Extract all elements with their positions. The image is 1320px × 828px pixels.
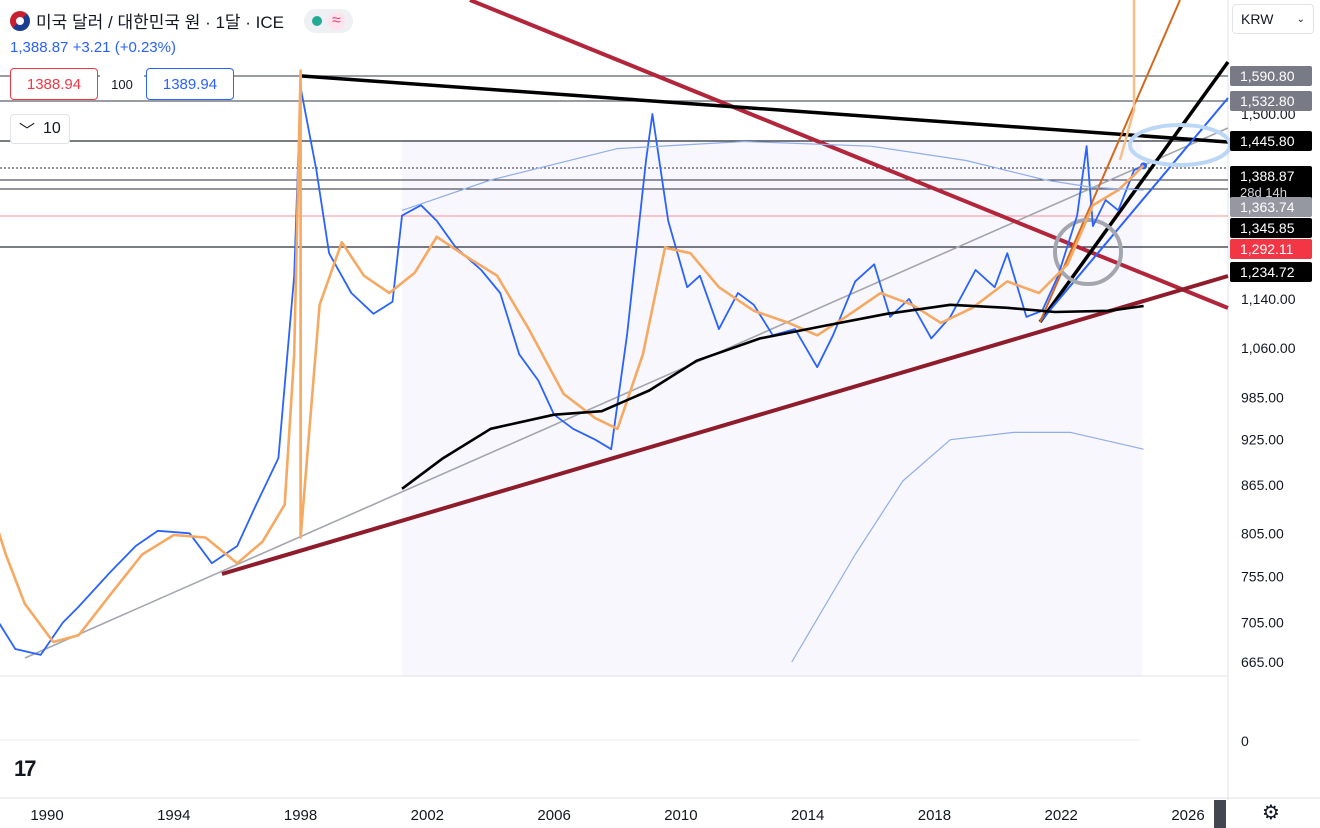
us-kr-flag-icon — [10, 10, 30, 31]
ma-line-black[interactable] — [401, 303, 1144, 490]
y-tick-label: 985.00 — [1241, 389, 1284, 405]
price-line[interactable] — [0, 86, 1144, 656]
countdown-label: 28d 14h — [1240, 185, 1287, 200]
price-tag-label: 1,590.80 — [1240, 68, 1295, 84]
price-tag-label: 1,363.74 — [1240, 199, 1295, 215]
last-price: 1,388.87 — [10, 39, 69, 56]
tradingview-logo-icon: 17 — [14, 756, 37, 781]
x-tick-label: 1990 — [30, 807, 63, 824]
bollinger-lower-line[interactable] — [791, 431, 1144, 663]
y-tick-label: 705.00 — [1241, 615, 1284, 631]
price-tag-bg — [1230, 218, 1312, 238]
market-status-pill[interactable]: ≈ — [304, 8, 353, 33]
price-tag[interactable]: 1,345.85 — [1230, 218, 1312, 238]
volume-axis-label: 0 — [1241, 733, 1249, 749]
price-tag-bg — [1230, 131, 1312, 151]
x-tick-label: 2010 — [664, 807, 697, 824]
price-quote: 1,388.87 +3.21 (+0.23%) — [10, 39, 176, 56]
trendline-black-resistance[interactable] — [301, 74, 1229, 144]
x-tick-label: 2026 — [1171, 807, 1204, 824]
price-tag[interactable]: 1,234.72 — [1230, 262, 1312, 282]
market-open-dot-icon — [312, 15, 323, 26]
sell-button[interactable]: 1388.94 — [10, 68, 98, 100]
x-tick-label: 2002 — [411, 807, 444, 824]
trendline-blue-up[interactable] — [1039, 97, 1229, 323]
quantity-field[interactable]: 100 — [100, 68, 144, 100]
y-tick-label: 865.00 — [1241, 477, 1284, 493]
price-change: +3.21 — [72, 39, 111, 56]
x-tick-label: 2006 — [537, 807, 570, 824]
y-tick-label: 665.00 — [1241, 654, 1284, 670]
price-tag-label: 1,445.80 — [1240, 133, 1295, 149]
price-tag-bg — [1230, 91, 1312, 111]
trendline-red-support[interactable] — [221, 274, 1229, 576]
price-tag-bg — [1230, 197, 1312, 217]
bollinger-upper-line[interactable] — [401, 140, 1144, 211]
price-tag[interactable]: 1,363.74 — [1230, 197, 1312, 217]
approx-wave-icon: ≈ — [328, 11, 345, 30]
indicator-count: 10 — [43, 120, 61, 137]
y-tick-label: 755.00 — [1241, 568, 1284, 584]
price-change-pct: (+0.23%) — [114, 39, 176, 56]
price-tag[interactable]: 1,292.11 — [1230, 239, 1312, 259]
price-tag[interactable]: 1,590.80 — [1230, 66, 1312, 86]
scroll-handle[interactable] — [1214, 800, 1226, 828]
trendline-gray[interactable] — [24, 127, 1229, 659]
price-tag-bg — [1230, 262, 1312, 282]
y-tick-label: 1,140.00 — [1241, 291, 1296, 307]
price-tag[interactable]: 1,445.80 — [1230, 131, 1312, 151]
price-tag-bg — [1230, 166, 1312, 202]
price-tag-bg — [1230, 66, 1312, 86]
x-tick-label: 2014 — [791, 807, 824, 824]
symbol-header: 미국 달러 / 대한민국 원 · 1달 · ICE ≈ — [10, 8, 353, 33]
price-tag-label: 1,388.87 — [1240, 168, 1295, 184]
indicators-toggle[interactable]: ﹀ 10 — [10, 114, 70, 144]
price-tag-label: 1,292.11 — [1240, 241, 1294, 257]
gear-icon[interactable]: ⚙ — [1262, 802, 1280, 824]
currency-select[interactable]: KRW ⌄ — [1232, 4, 1314, 34]
price-tag-label: 1,345.85 — [1240, 220, 1295, 236]
price-tag-label: 1,234.72 — [1240, 264, 1295, 280]
ma-line-orange[interactable] — [0, 69, 1145, 644]
highlight-circle[interactable] — [1053, 218, 1123, 286]
y-tick-label: 805.00 — [1241, 525, 1284, 541]
y-tick-label: 925.00 — [1241, 432, 1284, 448]
fib-vertical-line — [1118, 0, 1136, 161]
y-tick-label: 1,060.00 — [1241, 340, 1296, 356]
x-tick-label: 1998 — [284, 807, 317, 824]
price-tag-label: 1,532.80 — [1240, 93, 1295, 109]
trendline-red-down[interactable] — [469, 0, 1229, 310]
symbol-title[interactable]: 미국 달러 / 대한민국 원 · 1달 · ICE — [36, 13, 285, 32]
x-tick-label: 1994 — [157, 807, 190, 824]
price-tag-bg — [1230, 239, 1312, 259]
chevron-down-icon: ﹀ — [19, 123, 36, 140]
x-tick-label: 2022 — [1045, 807, 1078, 824]
price-tag[interactable]: 1,532.80 — [1230, 91, 1312, 111]
buy-button[interactable]: 1389.94 — [146, 68, 234, 100]
x-tick-label: 2018 — [918, 807, 951, 824]
bollinger-fill — [402, 140, 1142, 676]
chevron-down-icon: ⌄ — [1296, 13, 1305, 25]
currency-label: KRW — [1241, 11, 1274, 27]
